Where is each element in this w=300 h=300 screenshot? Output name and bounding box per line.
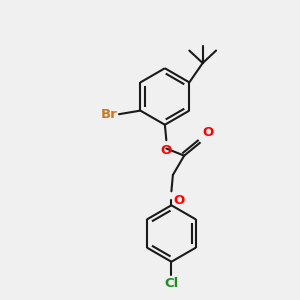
Text: Cl: Cl [164, 277, 178, 290]
Text: O: O [173, 194, 184, 207]
Text: O: O [161, 144, 172, 157]
Text: O: O [202, 126, 213, 139]
Text: Br: Br [101, 108, 118, 121]
